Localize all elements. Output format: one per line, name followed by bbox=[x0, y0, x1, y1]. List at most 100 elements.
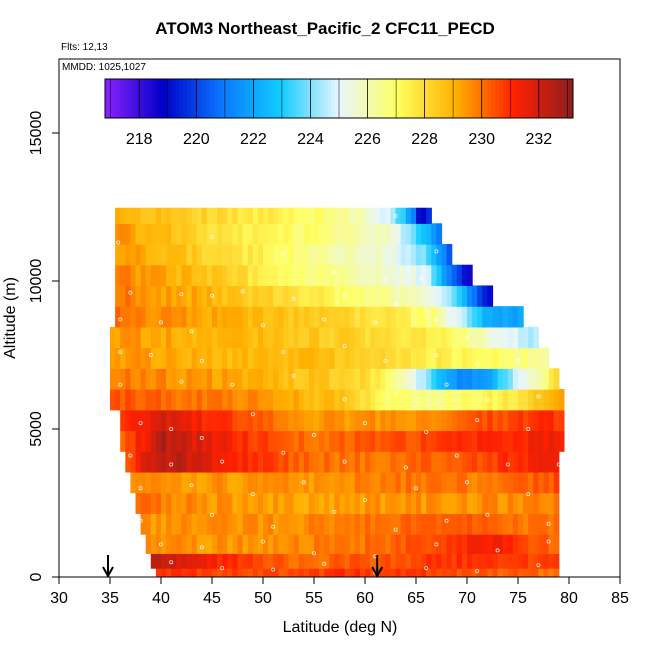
heatmap-cell bbox=[263, 306, 269, 328]
heatmap-cell bbox=[349, 492, 356, 514]
heatmap-cell bbox=[303, 347, 310, 369]
heatmap-cell bbox=[416, 553, 422, 569]
sample-point bbox=[209, 512, 214, 517]
heatmap-cell bbox=[120, 223, 126, 245]
heatmap-cell bbox=[268, 568, 274, 577]
heatmap-cell bbox=[492, 430, 499, 452]
heatmap-cell bbox=[161, 409, 167, 432]
heatmap-cell bbox=[523, 409, 529, 432]
heatmap-cell bbox=[150, 553, 157, 569]
heatmap-cell bbox=[278, 264, 284, 287]
heatmap-cell bbox=[451, 513, 458, 535]
heatmap-cell bbox=[201, 264, 208, 287]
heatmap-cell bbox=[263, 534, 269, 554]
heatmap-cell bbox=[518, 409, 524, 432]
heatmap-cell bbox=[135, 264, 142, 287]
heatmap-cell bbox=[263, 451, 269, 473]
heatmap-cell bbox=[120, 389, 126, 411]
heatmap-cell bbox=[166, 409, 172, 432]
heatmap-cell bbox=[201, 368, 208, 390]
heatmap-cell bbox=[196, 264, 203, 287]
heatmap-cell bbox=[380, 285, 386, 307]
heatmap-cell bbox=[349, 534, 356, 554]
heatmap-cell bbox=[273, 223, 279, 245]
heatmap-cell bbox=[370, 326, 376, 349]
heatmap-cell bbox=[472, 451, 478, 473]
heatmap-cell bbox=[375, 513, 381, 535]
heatmap-cell bbox=[227, 553, 233, 569]
heatmap-cell bbox=[365, 409, 371, 432]
heatmap-cell bbox=[212, 513, 218, 535]
heatmap-cell bbox=[314, 471, 320, 494]
x-tick-label: 70 bbox=[458, 590, 476, 607]
heatmap-cell bbox=[263, 285, 269, 307]
heatmap-cell bbox=[140, 285, 147, 307]
heatmap-cell bbox=[370, 409, 376, 432]
heatmap-cell bbox=[375, 368, 381, 390]
heatmap-cell bbox=[263, 264, 269, 287]
heatmap-cell bbox=[293, 306, 300, 328]
heatmap-cell bbox=[283, 513, 290, 535]
heatmap-cell bbox=[293, 368, 300, 390]
heatmap-cell bbox=[451, 534, 458, 554]
heatmap-cell bbox=[451, 264, 458, 287]
heatmap-cell bbox=[324, 223, 330, 245]
heatmap-cell bbox=[247, 389, 254, 411]
heatmap-cell bbox=[217, 492, 223, 514]
heatmap-cell bbox=[492, 306, 499, 328]
heatmap-cell bbox=[171, 326, 177, 349]
heatmap-cell bbox=[390, 471, 397, 494]
heatmap-cell bbox=[176, 471, 182, 494]
heatmap-cell bbox=[120, 207, 126, 224]
heatmap-cell bbox=[359, 471, 366, 494]
heatmap-cell bbox=[436, 451, 443, 473]
heatmap-cell bbox=[242, 553, 249, 569]
heatmap-cell bbox=[538, 368, 545, 390]
heatmap-cell bbox=[191, 492, 198, 514]
heatmap-cell bbox=[553, 368, 560, 390]
heatmap-cell bbox=[487, 409, 494, 432]
colorbar-segment bbox=[323, 79, 328, 118]
heatmap-cell bbox=[206, 492, 213, 514]
heatmap-cell bbox=[416, 368, 422, 390]
sample-point bbox=[250, 412, 255, 417]
heatmap-cell bbox=[324, 534, 330, 554]
heatmap-cell bbox=[344, 207, 351, 224]
heatmap-cell bbox=[232, 326, 239, 349]
heatmap-cell bbox=[339, 409, 346, 432]
heatmap-cell bbox=[252, 223, 259, 245]
heatmap-cell bbox=[359, 326, 366, 349]
heatmap-cell bbox=[431, 513, 437, 535]
colorbar-segment bbox=[214, 79, 219, 118]
heatmap-cell bbox=[416, 568, 422, 577]
heatmap-cell bbox=[308, 326, 315, 349]
heatmap-cell bbox=[451, 430, 458, 452]
colorbar-segment bbox=[303, 79, 309, 118]
heatmap-cell bbox=[206, 326, 213, 349]
sample-point bbox=[424, 308, 429, 313]
heatmap-cell bbox=[196, 285, 203, 307]
heatmap-cell bbox=[548, 409, 555, 432]
heatmap-cell bbox=[181, 223, 188, 245]
heatmap-cell bbox=[217, 568, 223, 577]
heatmap-cell bbox=[303, 368, 310, 390]
heatmap-cell bbox=[150, 207, 157, 224]
heatmap-cell bbox=[365, 223, 371, 245]
heatmap-cell bbox=[191, 368, 198, 390]
heatmap-cell bbox=[293, 223, 300, 245]
heatmap-cell bbox=[283, 368, 290, 390]
colorbar-segment bbox=[315, 79, 320, 118]
heatmap-cell bbox=[125, 223, 131, 245]
heatmap-cell bbox=[416, 492, 422, 514]
heatmap-cell bbox=[390, 492, 397, 514]
heatmap-cell bbox=[191, 534, 198, 554]
heatmap-cell bbox=[324, 553, 330, 569]
heatmap-cell bbox=[385, 285, 392, 307]
heatmap-cell bbox=[436, 430, 443, 452]
heatmap-cell bbox=[512, 409, 519, 432]
heatmap-cell bbox=[477, 389, 483, 411]
heatmap-cell bbox=[155, 430, 162, 452]
heatmap-cell bbox=[222, 368, 228, 390]
heatmap-cell bbox=[171, 347, 177, 369]
heatmap-cell bbox=[171, 492, 177, 514]
